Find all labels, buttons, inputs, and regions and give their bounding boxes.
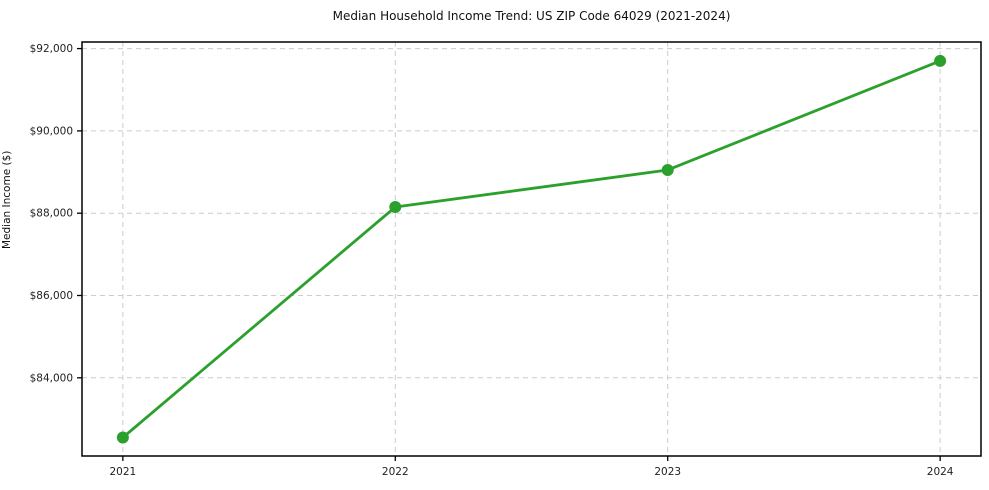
x-tick-label: 2022 (382, 466, 409, 478)
chart-title: Median Household Income Trend: US ZIP Co… (332, 9, 731, 23)
y-tick-label: $86,000 (30, 290, 73, 302)
x-tick-label: 2023 (654, 466, 681, 478)
y-tick-label: $88,000 (30, 208, 73, 220)
data-point-marker (934, 54, 947, 67)
income-trend-line (121, 59, 942, 439)
data-point-marker (389, 201, 402, 214)
data-point-marker (116, 431, 129, 444)
y-tick-label: $92,000 (30, 43, 73, 55)
y-tick-label: $90,000 (30, 125, 73, 137)
plot-frame (81, 41, 982, 457)
y-tick-label: $84,000 (30, 372, 73, 384)
data-point-marker (661, 163, 674, 176)
x-tick-label: 2024 (927, 466, 954, 478)
x-tick-label: 2021 (109, 466, 136, 478)
y-axis-label-text: Median Income ($) (1, 150, 13, 249)
